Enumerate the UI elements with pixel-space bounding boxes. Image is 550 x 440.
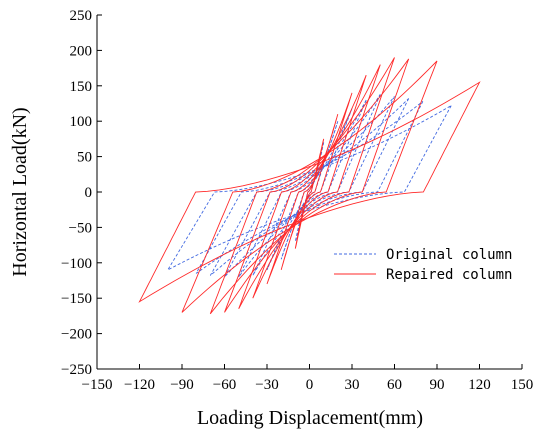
y-axis-label: Horizontal Load(kN) — [9, 107, 31, 276]
x-tick-label: 150 — [511, 377, 534, 393]
x-tick-label: −120 — [124, 377, 155, 393]
series-repaired-column — [138, 57, 481, 315]
y-tick-label: −50 — [69, 220, 92, 236]
hysteresis-loop — [252, 75, 367, 299]
hysteresis-loop — [280, 121, 339, 260]
tick-labels: −150 −120 −90 −60 −30 0 30 60 90 120 150 −250 −200 −1… — [61, 8, 533, 393]
legend-label: Repaired column — [386, 267, 512, 283]
hysteresis-loop — [280, 113, 339, 271]
x-axis-label: Loading Displacement(mm) — [197, 407, 423, 429]
x-tick-label: −60 — [213, 377, 236, 393]
x-tick-label: 90 — [430, 377, 445, 393]
y-tick-label: −250 — [61, 362, 92, 378]
x-tick-label: 60 — [387, 377, 402, 393]
y-tick-label: 100 — [70, 114, 93, 130]
hysteresis-loop — [266, 92, 353, 285]
hysteresis-loop — [224, 57, 395, 313]
hysteresis-loop — [209, 98, 410, 276]
y-tick-label: 0 — [85, 185, 93, 201]
y-tick-label: 50 — [77, 150, 92, 166]
x-tick-label: 120 — [468, 377, 491, 393]
hysteresis-loop — [238, 94, 381, 278]
y-tick-label: −150 — [61, 291, 92, 307]
x-tick-label: 30 — [345, 377, 360, 393]
legend-label: Original column — [386, 247, 512, 263]
hysteresis-loop — [195, 101, 424, 274]
y-tick-label: 250 — [70, 8, 93, 24]
y-tick-label: −200 — [61, 327, 92, 343]
x-tick-label: 0 — [306, 377, 314, 393]
axes — [96, 14, 523, 370]
x-tick-label: −30 — [255, 377, 278, 393]
y-tick-label: 150 — [70, 79, 93, 95]
hysteresis-loop — [166, 104, 453, 272]
y-tick-label: −100 — [61, 256, 92, 272]
hysteresis-loop — [266, 108, 353, 271]
y-tick-label: 200 — [70, 43, 93, 59]
x-tick-label: −90 — [170, 377, 193, 393]
plot-area — [138, 57, 481, 315]
legend: Original column Repaired column — [334, 247, 512, 283]
hysteresis-loop — [209, 58, 410, 315]
hysteresis-loop — [224, 96, 395, 278]
x-tick-label: −150 — [82, 377, 113, 393]
hysteresis-loop — [138, 81, 481, 303]
hysteresis-loop — [294, 138, 325, 249]
